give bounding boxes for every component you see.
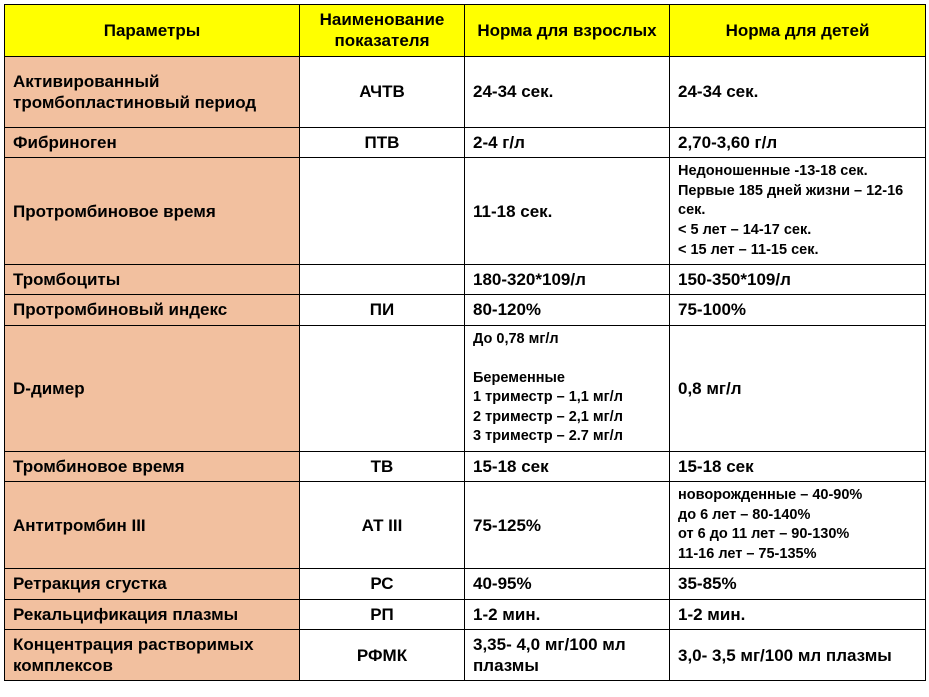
header-child-norm: Норма для детей [670, 5, 926, 57]
table-row: Рекальцификация плазмыРП1-2 мин.1-2 мин. [5, 599, 926, 629]
header-row: Параметры Наименование показателя Норма … [5, 5, 926, 57]
param-cell: Концентрация растворимых комплексов [5, 629, 300, 681]
child-norm-cell: Недоношенные -13-18 сек. Первые 185 дней… [670, 158, 926, 265]
child-norm-cell: 35-85% [670, 569, 926, 599]
adult-norm-cell: 11-18 сек. [465, 158, 670, 265]
table-row: Концентрация растворимых комплексовРФМК3… [5, 629, 926, 681]
child-norm-cell: 15-18 сек [670, 451, 926, 481]
table-row: D-димер До 0,78 мг/л Беременные 1 тримест… [5, 325, 926, 451]
adult-norm-cell: 40-95% [465, 569, 670, 599]
table-row: Активированный тромбопластиновый периодА… [5, 56, 926, 128]
param-cell: Протромбиновый индекс [5, 295, 300, 325]
adult-norm-cell: 15-18 сек [465, 451, 670, 481]
param-cell: Фибриноген [5, 128, 300, 158]
child-norm-cell: 3,0- 3,5 мг/100 мл плазмы [670, 629, 926, 681]
indicator-cell [300, 265, 465, 295]
indicator-cell: РП [300, 599, 465, 629]
adult-norm-cell: 75-125% [465, 482, 670, 569]
child-norm-cell: 2,70-3,60 г/л [670, 128, 926, 158]
header-indicator: Наименование показателя [300, 5, 465, 57]
table-body: Активированный тромбопластиновый периодА… [5, 56, 926, 681]
child-norm-cell: новорожденные – 40-90% до 6 лет – 80-140… [670, 482, 926, 569]
child-norm-cell: 1-2 мин. [670, 599, 926, 629]
table-row: Протромбиновый индексПИ80-120%75-100% [5, 295, 926, 325]
table-row: Тромбоциты 180-320*109/л150-350*109/л [5, 265, 926, 295]
child-norm-cell: 0,8 мг/л [670, 325, 926, 451]
param-cell: Активированный тромбопластиновый период [5, 56, 300, 128]
header-parameters: Параметры [5, 5, 300, 57]
adult-norm-cell: 80-120% [465, 295, 670, 325]
param-cell: Антитромбин III [5, 482, 300, 569]
param-cell: Тромбоциты [5, 265, 300, 295]
indicator-cell: РФМК [300, 629, 465, 681]
adult-norm-cell: 24-34 сек. [465, 56, 670, 128]
adult-norm-cell: 3,35- 4,0 мг/100 мл плазмы [465, 629, 670, 681]
table-row: Протромбиновое время 11-18 сек.Недоношенн… [5, 158, 926, 265]
indicator-cell: ПТВ [300, 128, 465, 158]
adult-norm-cell: 1-2 мин. [465, 599, 670, 629]
table-row: ФибриногенПТВ2-4 г/л2,70-3,60 г/л [5, 128, 926, 158]
child-norm-cell: 24-34 сек. [670, 56, 926, 128]
table-row: Тромбиновое времяТВ15-18 сек15-18 сек [5, 451, 926, 481]
indicator-cell: ТВ [300, 451, 465, 481]
adult-norm-cell: 2-4 г/л [465, 128, 670, 158]
indicator-cell [300, 325, 465, 451]
param-cell: Рекальцификация плазмы [5, 599, 300, 629]
header-adult-norm: Норма для взрослых [465, 5, 670, 57]
indicator-cell [300, 158, 465, 265]
param-cell: Тромбиновое время [5, 451, 300, 481]
child-norm-cell: 75-100% [670, 295, 926, 325]
adult-norm-cell: До 0,78 мг/л Беременные 1 триместр – 1,1… [465, 325, 670, 451]
param-cell: Ретракция сгустка [5, 569, 300, 599]
adult-norm-cell: 180-320*109/л [465, 265, 670, 295]
param-cell: D-димер [5, 325, 300, 451]
indicator-cell: АТ III [300, 482, 465, 569]
table-row: Антитромбин IIIАТ III75-125%новорожденны… [5, 482, 926, 569]
indicator-cell: ПИ [300, 295, 465, 325]
medical-norms-table: Параметры Наименование показателя Норма … [4, 4, 926, 681]
indicator-cell: АЧТВ [300, 56, 465, 128]
param-cell: Протромбиновое время [5, 158, 300, 265]
child-norm-cell: 150-350*109/л [670, 265, 926, 295]
indicator-cell: РС [300, 569, 465, 599]
table-row: Ретракция сгусткаРС40-95%35-85% [5, 569, 926, 599]
